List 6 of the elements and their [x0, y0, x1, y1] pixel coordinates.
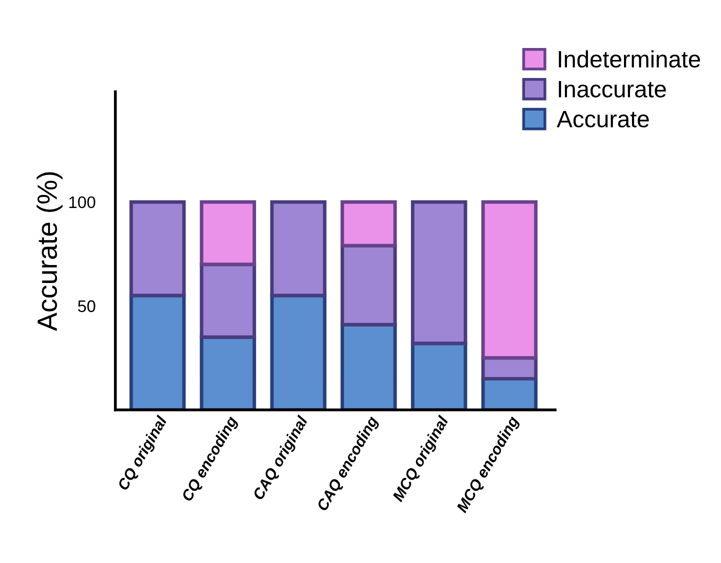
legend-label: Accurate — [556, 110, 649, 128]
y-tick-label: 100 — [69, 196, 96, 208]
y-tick-label: 50 — [78, 300, 96, 312]
legend-label: Inaccurate — [558, 81, 666, 98]
y-axis-title: Accurate (%) — [36, 172, 63, 332]
legend-label: Indeterminate — [558, 50, 700, 68]
